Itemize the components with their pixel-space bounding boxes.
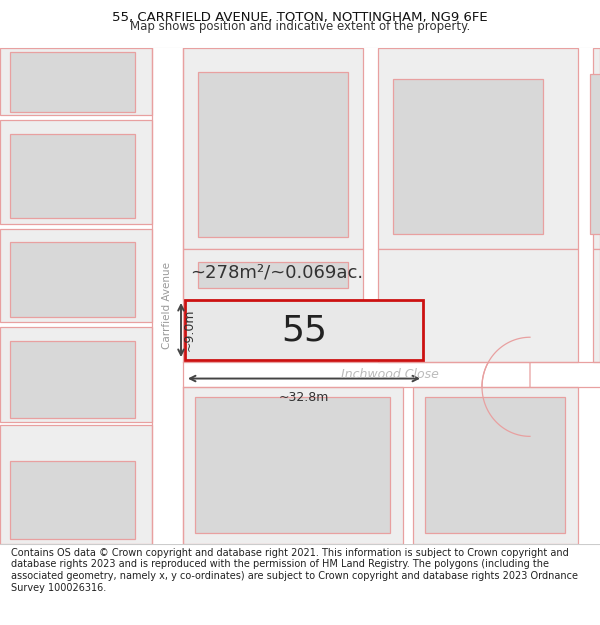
Bar: [378, 249, 578, 362]
Bar: [413, 387, 578, 544]
Bar: [0, 121, 152, 224]
Bar: [183, 249, 363, 300]
Bar: [183, 48, 363, 249]
Text: Map shows position and indicative extent of the property.: Map shows position and indicative extent…: [130, 20, 470, 32]
Bar: [10, 52, 135, 112]
Text: ~278m²/~0.069ac.: ~278m²/~0.069ac.: [190, 264, 363, 281]
Bar: [10, 341, 135, 418]
Bar: [198, 72, 348, 237]
Bar: [195, 397, 390, 533]
Text: Contains OS data © Crown copyright and database right 2021. This information is : Contains OS data © Crown copyright and d…: [11, 548, 578, 592]
Bar: [152, 48, 183, 544]
Text: Carrfield Avenue: Carrfield Avenue: [163, 262, 173, 349]
Text: 55, CARRFIELD AVENUE, TOTON, NOTTINGHAM, NG9 6FE: 55, CARRFIELD AVENUE, TOTON, NOTTINGHAM,…: [112, 11, 488, 24]
Bar: [0, 229, 152, 322]
Bar: [198, 262, 348, 288]
Text: ~32.8m: ~32.8m: [279, 391, 329, 404]
Bar: [425, 397, 565, 533]
Bar: [10, 242, 135, 317]
Bar: [0, 48, 152, 115]
Bar: [185, 300, 423, 360]
Bar: [10, 134, 135, 219]
Bar: [0, 327, 152, 422]
Bar: [393, 79, 543, 234]
Wedge shape: [482, 338, 530, 436]
Bar: [378, 48, 578, 249]
Bar: [593, 48, 600, 249]
Bar: [0, 425, 152, 544]
Bar: [183, 362, 600, 387]
Bar: [10, 461, 135, 539]
Text: 55: 55: [281, 313, 327, 347]
Text: ~9.0m: ~9.0m: [183, 309, 196, 351]
Bar: [183, 387, 403, 544]
Bar: [593, 249, 600, 362]
Bar: [590, 74, 600, 234]
Text: Inchwood Close: Inchwood Close: [341, 368, 439, 381]
